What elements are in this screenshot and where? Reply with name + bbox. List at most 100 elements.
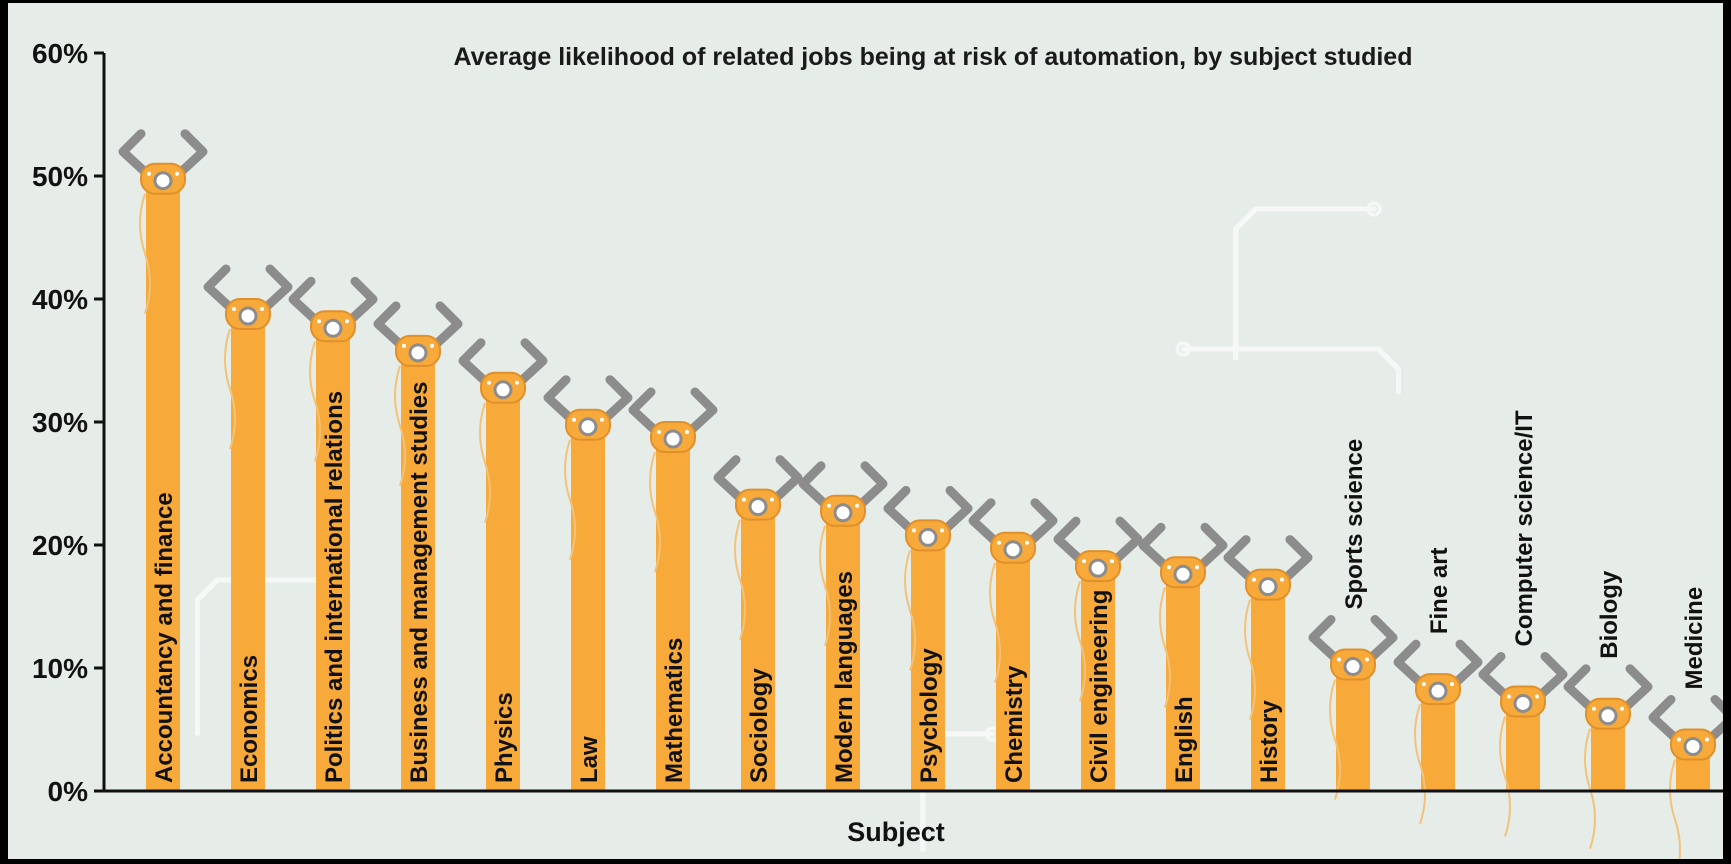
claw-wire: [734, 519, 746, 640]
claw-eye: [238, 306, 258, 326]
claw-arm-left: [968, 498, 1004, 550]
chart-title: Average likelihood of related jobs being…: [454, 43, 1413, 71]
claw-arm-right: [852, 461, 888, 513]
claw-arm-right: [1447, 639, 1483, 691]
claw-wire: [1329, 679, 1341, 800]
bar: [486, 380, 520, 791]
claw-wire: [1244, 599, 1256, 720]
claw-bolt: [1337, 657, 1341, 662]
claw-arm-right: [512, 338, 548, 390]
claw-bolt: [912, 528, 916, 533]
claw-bolt: [1025, 540, 1029, 545]
bar-group: Economics: [203, 264, 293, 791]
claw-bolt: [770, 497, 774, 502]
bar-group: Biology: [1563, 570, 1653, 850]
claw-eye: [1598, 706, 1618, 726]
claw-wire: [1584, 728, 1596, 850]
claw-arm-right: [1022, 498, 1058, 550]
bar-chart: Average likelihood of related jobs being…: [8, 3, 1723, 859]
y-tick-label: 20%: [32, 530, 88, 561]
claw-bolt: [940, 528, 944, 533]
claw-eye: [1428, 681, 1448, 701]
claw-bolt: [1252, 577, 1256, 582]
claw-arm-left: [798, 461, 834, 513]
claw-arm-right: [1702, 695, 1723, 746]
y-tick-label: 50%: [32, 161, 88, 192]
claw-bolt: [1535, 694, 1539, 699]
claw-bolt: [1195, 565, 1199, 570]
claw-eye: [748, 497, 768, 517]
circuit-trace: [1233, 206, 1377, 361]
claw-arm-left: [1478, 651, 1514, 703]
claw-bolt: [1620, 706, 1624, 711]
bar-group: Modern languages: [798, 461, 888, 791]
claw-arm-left: [1053, 516, 1089, 568]
category-label: Chemistry: [1001, 665, 1028, 783]
category-label: Economics: [236, 655, 263, 783]
circuit-trace: [195, 577, 328, 736]
claw-eye: [1513, 693, 1533, 713]
bar-group: History: [1223, 535, 1313, 791]
bar-group: Psychology: [883, 485, 973, 791]
claw-eye: [1683, 737, 1703, 756]
category-label: Physics: [491, 692, 518, 783]
bar: [146, 171, 180, 791]
claw-eye: [578, 417, 598, 437]
claw-bolt: [430, 343, 434, 348]
claw-wire: [1414, 703, 1426, 825]
claw-wire: [904, 550, 916, 671]
bar-group: Mathematics: [628, 387, 718, 791]
claw-arm-left: [373, 301, 409, 353]
claw-bolt: [1422, 682, 1426, 687]
category-label: Politics and international relations: [321, 391, 348, 783]
bar-group: Chemistry: [968, 498, 1058, 791]
claw-bolt: [1705, 737, 1709, 742]
claw-wire: [479, 402, 491, 524]
claw-wire: [989, 562, 1001, 684]
claw-bolt: [402, 343, 406, 348]
claw-arm-right: [342, 276, 378, 328]
bar: [1081, 559, 1115, 791]
bar: [231, 307, 265, 791]
bar: [1251, 577, 1285, 791]
claw-eye: [408, 343, 428, 363]
claw-eye: [153, 171, 173, 191]
y-tick-label: 0%: [48, 776, 89, 807]
claw-arm-left: [118, 129, 154, 181]
category-label: Mathematics: [661, 638, 688, 783]
claw-bolt: [742, 497, 746, 502]
claw-eye: [493, 380, 513, 400]
category-label: Business and management studies: [406, 382, 433, 783]
claw-arm-right: [257, 264, 293, 316]
claw-bolt: [487, 380, 491, 385]
bar: [741, 497, 775, 791]
claw-eye: [833, 503, 853, 523]
claw-arm-right: [597, 375, 633, 427]
claw-arm-left: [1393, 639, 1429, 691]
claw-arm-left: [203, 264, 239, 316]
claw-arm-right: [1192, 522, 1228, 574]
category-label: Medicine: [1681, 587, 1708, 690]
circuit-node: [1366, 201, 1382, 217]
claw-arm-left: [458, 338, 494, 390]
claw-arm-right: [682, 387, 718, 439]
claw-bolt: [1507, 694, 1511, 699]
claw-bolt: [600, 417, 604, 422]
claw-wire: [1074, 580, 1086, 702]
bar-group: Business and management studies: [373, 301, 463, 791]
claw-bolt: [1450, 682, 1454, 687]
claw-bolt: [572, 417, 576, 422]
claw-eye: [1088, 558, 1108, 578]
claw-bolt: [1280, 577, 1284, 582]
claw-bolt: [685, 430, 689, 434]
claw-arm-left: [883, 485, 919, 537]
claw-bolt: [1110, 559, 1114, 564]
bar-group: Medicine: [1648, 587, 1723, 859]
claw-eye: [918, 527, 938, 547]
claw-bolt: [1365, 657, 1369, 662]
category-label: Civil engineering: [1086, 590, 1113, 783]
claw-bolt: [317, 319, 321, 324]
claw-bolt: [827, 503, 831, 508]
claw-arm-right: [1107, 516, 1143, 568]
claw-arm-right: [937, 485, 973, 537]
